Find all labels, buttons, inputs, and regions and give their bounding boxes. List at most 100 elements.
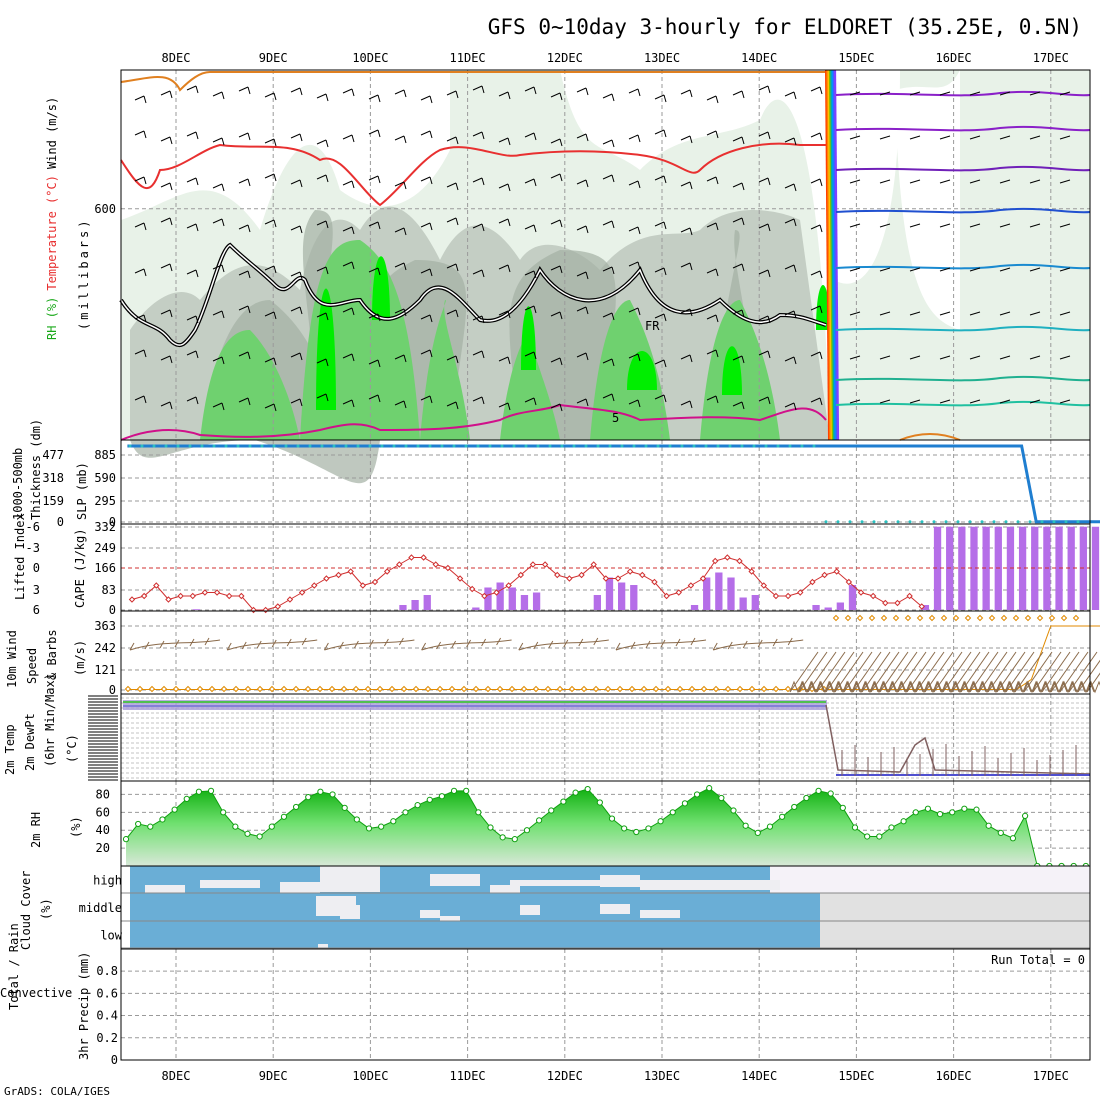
wind-barb [742,640,748,649]
wind-barb [342,399,353,405]
temp-contour-line [835,400,1091,407]
wind-barb [299,271,303,280]
rh-green-lobe [200,330,300,440]
rh-point [450,787,458,794]
thickness-marker [1028,520,1032,524]
y-tick-label: -6 [26,520,40,534]
wind-barb [290,398,301,404]
wind-speed-point [832,614,840,622]
cape-bar [605,577,614,610]
wind-barb [585,271,589,280]
wind-barb [290,352,301,358]
chart-title: GFS 0~10day 3-hourly for ELDORET (35.25E… [488,15,1082,39]
wind-barb [680,354,691,360]
wind-barb [550,173,561,179]
wind-speed-point [532,685,540,693]
wind-speed-point [268,685,276,693]
wind-barb [143,95,147,104]
rh-point [426,796,433,803]
temp-ylabel: 2m DewPt [23,713,37,771]
wind-barb [299,133,303,142]
wind-barb [342,180,353,186]
wind-barb [559,357,563,366]
wind-barb [849,223,861,228]
y-tick-label: 60 [96,805,110,819]
y-tick-label: 885 [94,448,116,462]
thickness-marker [920,520,924,524]
wind-barb [316,266,327,272]
thickness-marker [908,520,912,524]
wind-barb [436,641,442,650]
wind-barb [861,651,891,693]
wind-barb [160,90,171,96]
thickness-marker [536,444,540,448]
wind-barb-row [129,639,221,651]
thickness-marker [1064,520,1068,524]
cloud-gap [490,885,520,893]
thickness-marker [476,444,480,448]
wind-barb [615,642,621,651]
wind-barb [767,315,771,324]
wind-barb [169,90,173,99]
cloud-ylabel: Cloud Cover [19,871,33,950]
panel-bg-thickness_slp [121,440,1090,524]
wind-barb [793,218,797,227]
wind-barb [637,307,641,316]
wind-barb [429,222,433,231]
wind-barb [429,268,433,277]
wind-barb [420,95,431,101]
lifted-index-point [396,561,403,568]
wind-barb [663,394,667,403]
wind-barb [518,642,524,651]
rh-point [171,806,178,813]
rh-point [280,813,288,820]
lifted-index-point [724,554,731,561]
wind-barb [186,396,197,402]
wind-speed-point [868,614,876,622]
wind-barb [273,403,277,412]
wind-barb [559,92,563,101]
wind-speed-point [928,614,936,622]
wind-barb [498,356,509,362]
wind-barb [238,86,249,92]
lifted-index-point [833,568,840,575]
y-tick-label: 0 [111,1053,118,1067]
wind-barb [420,130,431,136]
thickness-marker [284,444,288,448]
slp-ylabel: SLP (mb) [75,462,89,520]
wind-barb [810,351,821,357]
wind-barb [498,91,509,97]
wind-barb [576,179,587,185]
y-tick-label: 80 [96,787,110,801]
cloud-level-label: low [100,929,122,943]
wind-barb [472,396,483,402]
wind-barb [706,222,717,228]
rh-bright-core [627,351,657,390]
wind-barb [999,91,1011,96]
wind-barb [689,89,693,98]
rh-point [718,794,725,802]
cloud-gap [200,880,260,888]
wind-barb [819,86,823,95]
rh-point [949,809,956,816]
lifted-index-point [153,582,160,589]
wind-barb [394,308,405,314]
thickness-marker [800,444,804,448]
wind-barb [507,183,511,192]
wind-barb [420,314,431,320]
rh-point [523,827,531,834]
ylabel-part: RH (%) [45,297,59,340]
wind-barb [550,357,561,363]
wind-barb [498,264,509,270]
wind-barb [429,176,433,185]
wind-barb [264,219,275,225]
rh-point [499,834,506,841]
cape-bar [848,585,857,610]
transition-band [832,69,838,441]
wind-barb [134,130,145,136]
y-tick-label: 242 [94,641,116,655]
contour-label: 5 [612,411,619,425]
wind-speed-point [652,685,660,693]
cloud-gap [340,905,360,919]
temp-contour-line [120,142,826,207]
